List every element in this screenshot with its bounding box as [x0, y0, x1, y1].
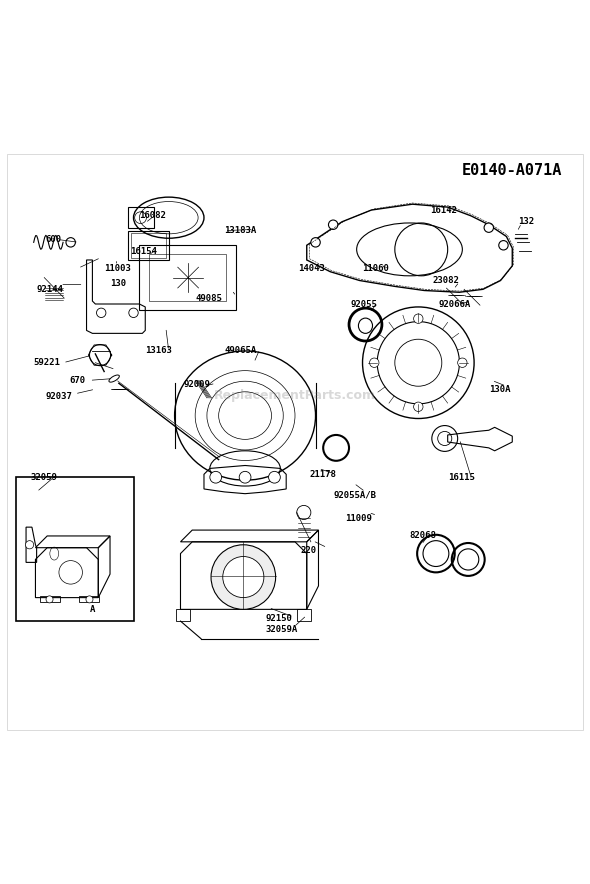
Bar: [297, 609, 311, 621]
Text: 14043: 14043: [298, 264, 325, 273]
Circle shape: [25, 541, 34, 549]
Bar: [149, 254, 227, 301]
Bar: [16, 477, 133, 621]
Circle shape: [414, 314, 423, 324]
Text: 32059A: 32059A: [266, 625, 298, 635]
Circle shape: [211, 545, 276, 609]
Text: 92009: 92009: [183, 380, 210, 389]
Text: 92055A/B: 92055A/B: [333, 491, 376, 499]
Text: 600: 600: [45, 235, 61, 244]
Text: 11003: 11003: [104, 264, 131, 273]
Bar: [176, 609, 191, 621]
Circle shape: [90, 345, 110, 366]
Text: 13163: 13163: [145, 347, 172, 355]
Text: 49085: 49085: [195, 293, 222, 302]
Text: 130: 130: [110, 279, 126, 288]
Text: 92066A: 92066A: [439, 300, 471, 309]
Text: 21178: 21178: [310, 469, 336, 479]
Bar: [127, 207, 154, 228]
Text: 92055: 92055: [351, 300, 378, 309]
Circle shape: [129, 309, 138, 317]
Text: 23082: 23082: [433, 276, 460, 285]
Ellipse shape: [109, 375, 119, 382]
Bar: [130, 233, 166, 257]
Text: 11009: 11009: [345, 514, 372, 522]
Text: 16082: 16082: [139, 211, 166, 220]
Circle shape: [268, 471, 280, 483]
Text: 92037: 92037: [45, 392, 73, 400]
Text: 13183A: 13183A: [225, 226, 257, 235]
Text: 16115: 16115: [448, 473, 474, 482]
Text: 16154: 16154: [130, 247, 158, 255]
Circle shape: [86, 596, 93, 603]
Text: E0140-A071A: E0140-A071A: [462, 163, 562, 178]
Circle shape: [46, 596, 53, 603]
Circle shape: [484, 223, 493, 232]
Text: 59221: 59221: [34, 358, 61, 367]
Text: 92144: 92144: [37, 285, 64, 293]
Text: 11060: 11060: [362, 264, 389, 273]
Circle shape: [59, 560, 83, 584]
Text: 130A: 130A: [489, 385, 510, 393]
Circle shape: [311, 238, 320, 247]
Circle shape: [210, 471, 222, 483]
Text: 220: 220: [301, 546, 317, 555]
Bar: [79, 596, 100, 602]
Circle shape: [499, 240, 508, 250]
Text: A: A: [90, 605, 95, 613]
Text: 32059: 32059: [31, 473, 58, 482]
Circle shape: [414, 402, 423, 411]
Text: 132: 132: [518, 217, 535, 226]
Text: 82068: 82068: [409, 531, 437, 540]
Circle shape: [369, 358, 379, 368]
Circle shape: [66, 238, 76, 247]
Bar: [40, 596, 60, 602]
Circle shape: [297, 506, 311, 520]
Text: 92150: 92150: [266, 613, 293, 622]
Text: 670: 670: [69, 376, 85, 385]
Bar: [127, 231, 169, 260]
Circle shape: [223, 557, 264, 598]
Circle shape: [329, 220, 338, 230]
Circle shape: [458, 358, 467, 368]
Circle shape: [239, 471, 251, 483]
Circle shape: [97, 309, 106, 317]
Text: ReplacementParts.com: ReplacementParts.com: [214, 389, 376, 401]
Text: 16142: 16142: [430, 206, 457, 215]
Text: 49065A: 49065A: [225, 347, 257, 355]
